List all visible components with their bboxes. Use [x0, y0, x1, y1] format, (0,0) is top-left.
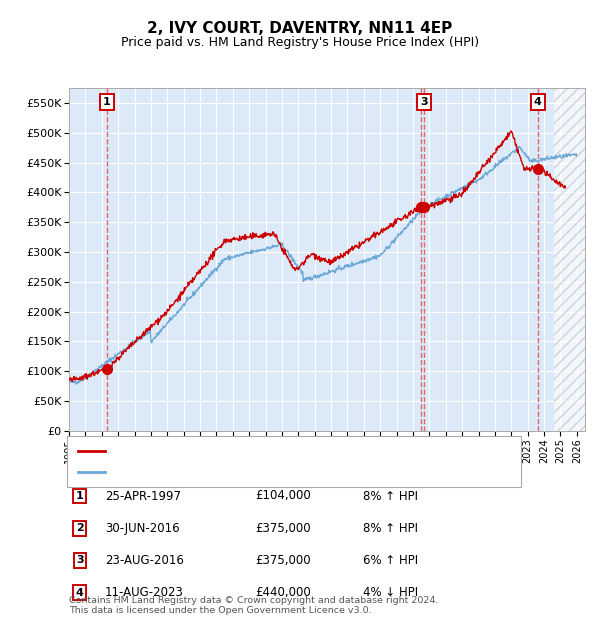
Text: 25-APR-1997: 25-APR-1997: [105, 490, 181, 502]
Text: 2: 2: [76, 523, 83, 533]
Text: £104,000: £104,000: [255, 490, 311, 502]
Text: 30-JUN-2016: 30-JUN-2016: [105, 522, 179, 534]
Bar: [554, 88, 585, 431]
Text: 4: 4: [534, 97, 542, 107]
Text: 4: 4: [76, 588, 84, 598]
Text: 1: 1: [76, 491, 83, 501]
Text: £375,000: £375,000: [255, 522, 311, 534]
Text: 1: 1: [103, 97, 111, 107]
Text: 2, IVY COURT, DAVENTRY, NN11 4EP (detached house): 2, IVY COURT, DAVENTRY, NN11 4EP (detach…: [112, 446, 383, 456]
Text: 8% ↑ HPI: 8% ↑ HPI: [363, 490, 418, 502]
Text: Contains HM Land Registry data © Crown copyright and database right 2024.
This d: Contains HM Land Registry data © Crown c…: [69, 596, 439, 615]
Text: 6% ↑ HPI: 6% ↑ HPI: [363, 554, 418, 567]
Text: 11-AUG-2023: 11-AUG-2023: [105, 587, 184, 599]
Text: 4% ↓ HPI: 4% ↓ HPI: [363, 587, 418, 599]
Text: 23-AUG-2016: 23-AUG-2016: [105, 554, 184, 567]
Text: 3: 3: [76, 556, 83, 565]
Text: £440,000: £440,000: [255, 587, 311, 599]
Text: 3: 3: [420, 97, 427, 107]
Text: HPI: Average price, detached house, West Northamptonshire: HPI: Average price, detached house, West…: [112, 467, 415, 477]
Text: £375,000: £375,000: [255, 554, 311, 567]
Text: 2, IVY COURT, DAVENTRY, NN11 4EP: 2, IVY COURT, DAVENTRY, NN11 4EP: [148, 21, 452, 36]
Text: Price paid vs. HM Land Registry's House Price Index (HPI): Price paid vs. HM Land Registry's House …: [121, 36, 479, 49]
Text: 8% ↑ HPI: 8% ↑ HPI: [363, 522, 418, 534]
